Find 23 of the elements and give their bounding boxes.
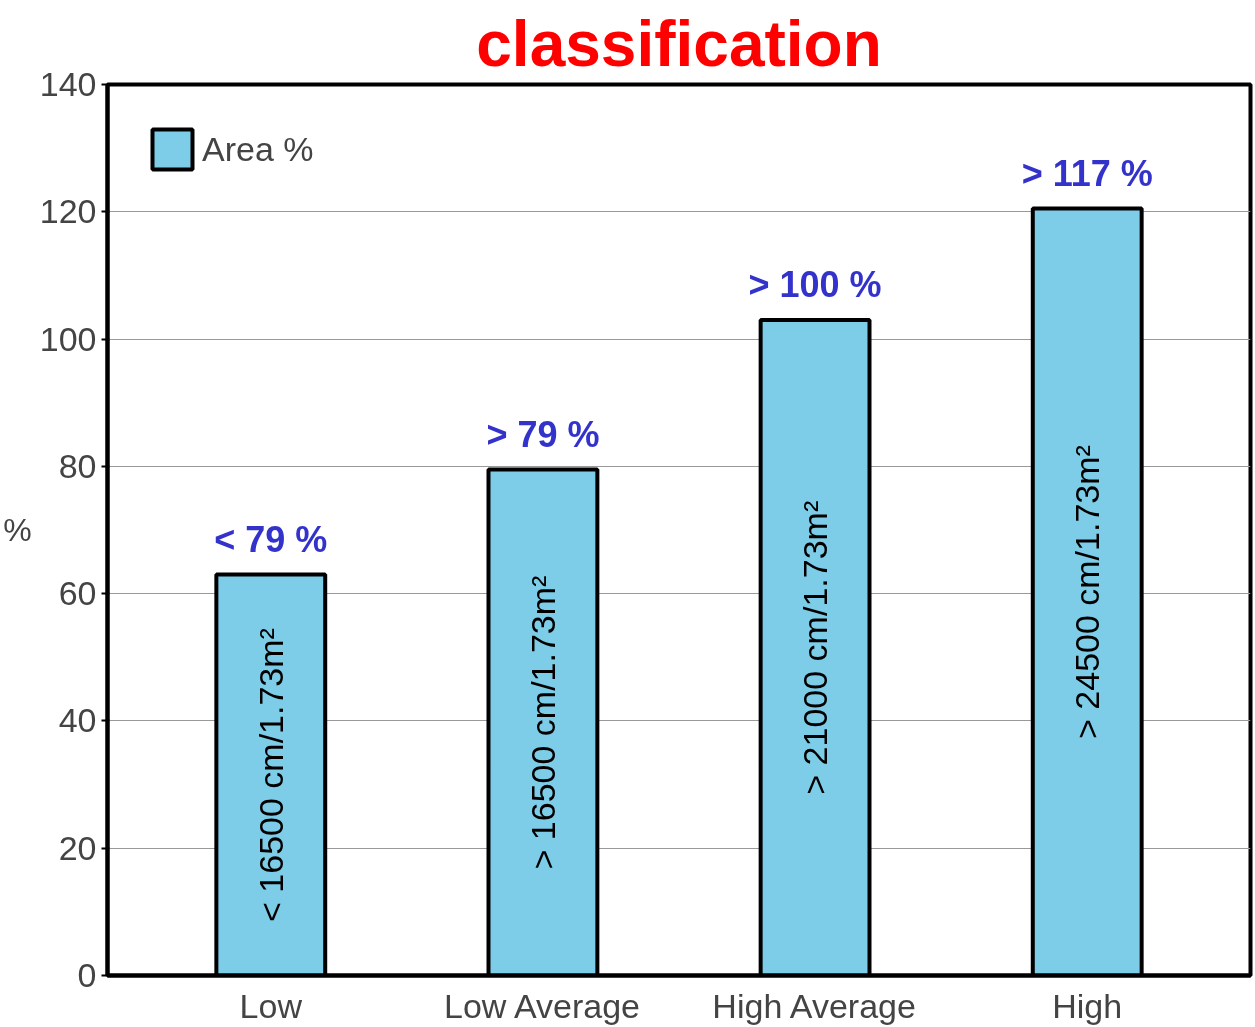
y-axis-title: % [3,512,32,548]
y-tick-label: 80 [58,446,97,485]
y-tick-label: 120 [39,192,97,231]
y-tick-label: 100 [39,319,97,358]
chart-title: classification [476,7,882,80]
x-tick-label: Low [239,986,303,1025]
annotation: > 16500 cm/1.73m² [523,575,562,870]
x-tick-label: Low Average [444,986,640,1025]
annotation: > 24500 cm/1.73m² [1068,445,1107,739]
y-tick-label: 60 [58,574,97,613]
y-tick-label: 0 [77,956,97,994]
y-tick-label: 40 [58,701,97,740]
annotation: > 117 % [1021,152,1153,194]
legend-label: Area % [202,129,314,169]
x-tick-label: High [1052,986,1123,1025]
annotation: < 16500 cm/1.73m² [251,628,290,922]
x-tick-label: High Average [712,986,916,1025]
y-tick-label: 140 [39,65,97,103]
annotation: > 79 % [486,413,600,455]
annotation: > 100 % [748,263,882,305]
y-tick-label: 20 [58,828,97,867]
annotation: > 21000 cm/1.73m² [796,500,835,795]
annotation: < 79 % [214,518,328,560]
